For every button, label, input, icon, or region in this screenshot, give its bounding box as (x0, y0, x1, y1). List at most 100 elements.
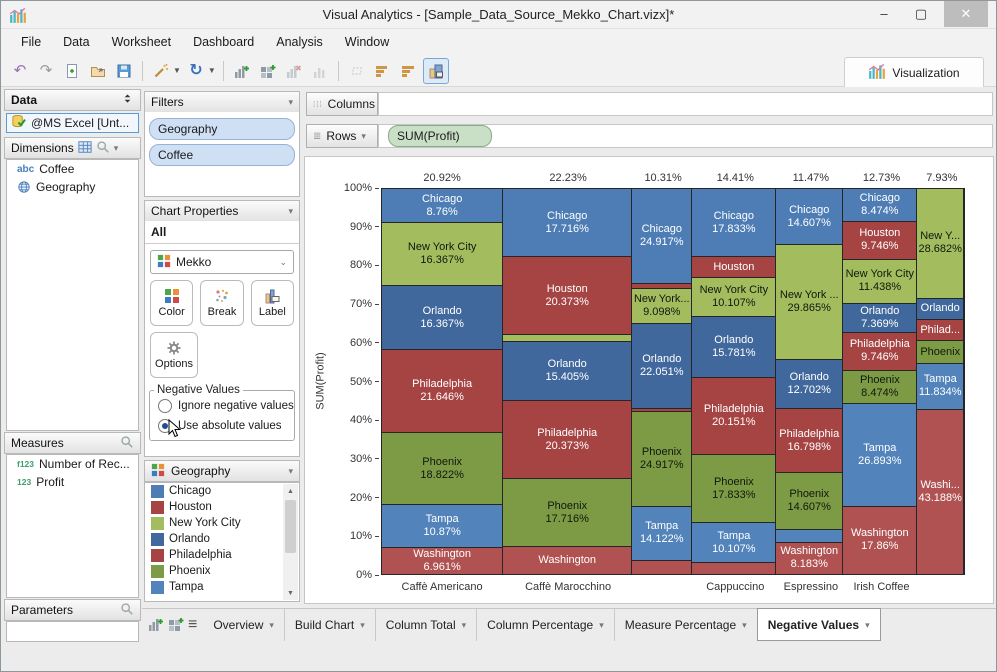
open-file-button[interactable] (86, 59, 110, 83)
legend-item-philadelphia[interactable]: Philadelphia (145, 547, 299, 563)
columns-shelf-label[interactable]: ⁞⁞⁞ Columns ▾ (306, 92, 385, 116)
mekko-segment[interactable]: Washington 8.183% (776, 541, 843, 574)
mekko-segment[interactable] (632, 283, 692, 288)
filters-panel-header[interactable]: Filters ▾ (144, 91, 300, 113)
chevron-down-icon[interactable]: ▼ (207, 66, 216, 75)
radio-selected[interactable] (158, 419, 172, 433)
legend-item-new-york-city[interactable]: New York City (145, 515, 299, 531)
chevron-down-icon[interactable]: ▾ (599, 620, 604, 630)
mekko-segment[interactable]: Phoenix 24.917% (632, 410, 692, 506)
mekko-segment[interactable]: Chicago 17.833% (692, 188, 776, 257)
mekko-segment[interactable]: Phoenix 14.607% (776, 472, 843, 529)
mekko-segment[interactable] (503, 334, 632, 341)
mekko-segment[interactable]: New York City 16.367% (382, 222, 503, 286)
legend-item-tampa[interactable]: Tampa (145, 579, 299, 595)
filter-pill-coffee[interactable]: Coffee (149, 144, 295, 166)
sheet-tab-overview[interactable]: Overview ▾ (203, 609, 285, 641)
mekko-segment[interactable]: Tampa 10.87% (382, 504, 503, 547)
close-button[interactable]: ✕ (944, 1, 988, 27)
mekko-segment[interactable]: New Y... 28.682% (917, 188, 964, 298)
filter-pill-geography[interactable]: Geography (149, 118, 295, 140)
save-button[interactable] (112, 59, 136, 83)
maximize-button[interactable]: ▢ (914, 6, 928, 21)
mekko-segment[interactable]: Washington 6.961% (382, 546, 503, 574)
measure-item-number-of-rec-[interactable]: f123 Number of Rec... (7, 455, 138, 473)
chevron-down-icon[interactable]: ▾ (461, 620, 467, 630)
scroll-down-icon[interactable]: ▼ (287, 589, 294, 597)
mekko-segment[interactable]: Tampa 14.122% (632, 505, 692, 561)
chevron-down-icon[interactable]: ▾ (113, 142, 119, 153)
mekko-segment[interactable]: Washington (503, 546, 632, 575)
mekko-segment[interactable]: Chicago 24.917% (632, 188, 692, 284)
radio-option-use-absolute-values[interactable]: Use absolute values (150, 416, 294, 436)
menu-item-file[interactable]: File (21, 35, 42, 49)
sheet-tab-column-percentage[interactable]: Column Percentage ▾ (477, 609, 615, 641)
refresh-button[interactable]: ↻ (184, 59, 208, 83)
chevron-down-icon[interactable]: ▾ (269, 620, 274, 630)
mekko-segment[interactable]: New York City 11.438% (843, 258, 917, 304)
mekko-segment[interactable]: Washington 17.86% (843, 505, 917, 575)
mekko-segment[interactable]: New York... 9.098% (632, 287, 692, 324)
mekko-segment[interactable] (632, 407, 692, 411)
mekko-segment[interactable]: Tampa 10.107% (692, 522, 776, 562)
search-icon[interactable] (120, 435, 134, 452)
scrollbar-thumb[interactable] (285, 500, 296, 553)
columns-shelf-field[interactable] (378, 92, 993, 116)
options-button[interactable]: Options (150, 332, 198, 378)
dimension-item-geography[interactable]: Geography (7, 178, 138, 196)
search-icon[interactable] (96, 140, 110, 157)
legend-panel-header[interactable]: Geography ▾ (144, 460, 300, 482)
scrollbar-track[interactable] (283, 498, 298, 586)
mekko-segment[interactable]: Houston (692, 256, 776, 278)
mekko-segment[interactable]: Philadelphia 21.646% (382, 348, 503, 432)
mekko-segment[interactable] (776, 528, 843, 542)
mekko-segment[interactable]: Philad... (917, 318, 964, 341)
visualization-tab[interactable]: Visualization (844, 57, 984, 87)
add-dashboard-button[interactable] (256, 59, 280, 83)
legend-item-houston[interactable]: Houston (145, 499, 299, 515)
search-icon[interactable] (120, 602, 134, 619)
mekko-segment[interactable]: Philadelphia 20.151% (692, 376, 776, 455)
mekko-segment[interactable]: Houston 20.373% (503, 256, 632, 335)
new-worksheet-button[interactable] (148, 616, 164, 635)
menu-item-window[interactable]: Window (344, 35, 390, 49)
sheet-tab-negative-values[interactable]: Negative Values ▾ (756, 608, 881, 641)
color-button[interactable]: Color (150, 280, 194, 326)
mekko-segment[interactable]: Tampa 26.893% (843, 402, 917, 506)
scroll-up-icon[interactable]: ▲ (287, 487, 294, 495)
mekko-segment[interactable]: Phoenix 18.822% (382, 431, 503, 505)
mekko-segment[interactable]: Chicago 8.76% (382, 188, 503, 223)
mekko-segment[interactable]: Phoenix 17.833% (692, 454, 776, 523)
mekko-segment[interactable]: Houston 9.746% (843, 221, 917, 259)
rows-shelf-field[interactable]: SUM(Profit) (378, 124, 993, 148)
mekko-segment[interactable]: Orlando 22.051% (632, 323, 692, 408)
chevron-down-icon[interactable]: ▾ (865, 619, 870, 630)
sheet-tab-measure-percentage[interactable]: Measure Percentage ▾ (615, 609, 758, 641)
mekko-segment[interactable] (692, 561, 776, 574)
mekko-segment[interactable]: New York ... 29.865% (776, 244, 843, 359)
mekko-segment[interactable]: Chicago 8.474% (843, 188, 917, 222)
mekko-segment[interactable]: Chicago 14.607% (776, 188, 843, 245)
menu-item-analysis[interactable]: Analysis (276, 35, 323, 49)
menu-item-data[interactable]: Data (63, 35, 90, 49)
mekko-segment[interactable]: Phoenix 8.474% (843, 369, 917, 403)
mekko-segment[interactable]: Phoenix 17.716% (503, 478, 632, 547)
dimension-item-coffee[interactable]: abc Coffee (7, 160, 138, 178)
chart-properties-header[interactable]: Chart Properties ▾ (144, 200, 300, 222)
collapse-icon[interactable]: ▾ (288, 205, 293, 216)
mekko-segment[interactable]: Chicago 17.716% (503, 188, 632, 257)
radio-option-ignore-negative-values[interactable]: Ignore negative values (150, 396, 294, 416)
measure-item-profit[interactable]: 123 Profit (7, 473, 138, 491)
legend-item-phoenix[interactable]: Phoenix (145, 563, 299, 579)
rows-pill-sum-profit[interactable]: SUM(Profit) (388, 125, 492, 147)
sort-ascending-button[interactable] (371, 59, 395, 83)
menu-item-dashboard[interactable]: Dashboard (193, 35, 255, 49)
mekko-segment[interactable]: Orlando 12.702% (776, 358, 843, 408)
new-dashboard-button[interactable] (168, 616, 184, 635)
rows-shelf-label[interactable]: ≣ Rows ▾ (306, 124, 378, 148)
new-file-button[interactable] (60, 59, 84, 83)
mekko-segment[interactable]: Orlando 7.369% (843, 303, 917, 332)
collapse-icon[interactable]: ▾ (288, 465, 293, 476)
mekko-segment[interactable]: New York City 10.107% (692, 277, 776, 317)
mekko-segment[interactable]: Orlando 15.405% (503, 340, 632, 401)
